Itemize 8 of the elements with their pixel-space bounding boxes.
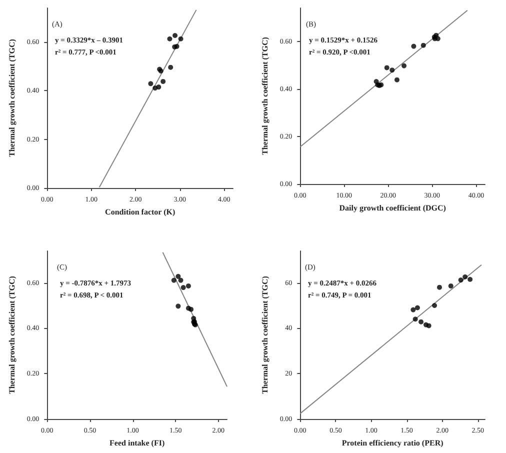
y-axis-title: Thermal growth coefficient (TGC) [260, 276, 270, 394]
x-axis-title: Daily growth coefficient (DGC) [339, 204, 446, 212]
y-axis-title: Thermal growth coefficient (TGC) [8, 38, 16, 157]
x-axis-title: Feed intake (FI) [110, 438, 165, 448]
x-axis-title: Protein efficiency ratio (PER) [342, 438, 444, 448]
y-axis-title: Thermal growth coefficient (TGC) [260, 36, 270, 155]
y-axis-title: Thermal growth coefficient (TGC) [8, 276, 16, 394]
x-axis-title: Condition factor (K) [105, 208, 176, 216]
